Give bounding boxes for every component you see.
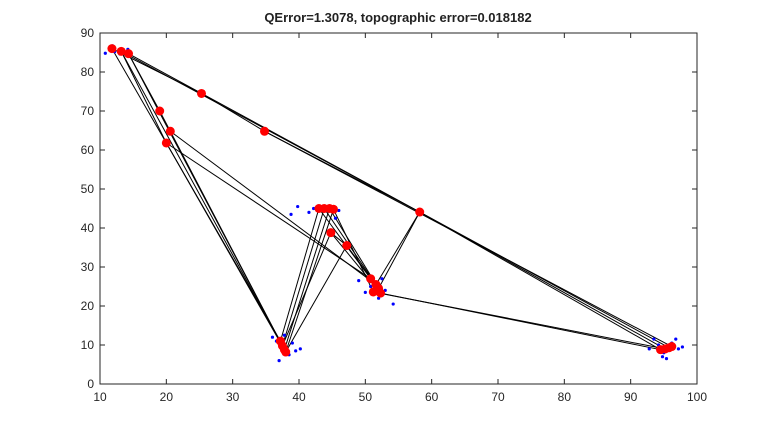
- y-axis: 0 10 20 30 40 50 60 70 80 90: [81, 26, 697, 391]
- x-tick-label: 20: [160, 390, 174, 404]
- data-point: [333, 216, 338, 220]
- data-point: [380, 277, 384, 281]
- neuron-edge: [120, 51, 283, 347]
- data-point: [664, 357, 669, 361]
- x-tick-label: 30: [226, 390, 240, 404]
- neuron-point: [161, 138, 171, 148]
- data-point: [674, 337, 678, 341]
- x-tick-label: 70: [491, 390, 505, 404]
- x-tick-label: 60: [425, 390, 439, 404]
- x-axis: 10 20 30 40 50 60 70 80 90 100: [93, 33, 707, 404]
- x-tick-label: 10: [93, 390, 107, 404]
- neuron-point: [667, 342, 677, 352]
- neuron-edge: [285, 245, 348, 353]
- neuron-edge: [169, 131, 285, 350]
- neuron-point: [196, 88, 206, 98]
- x-tick-label: 90: [624, 390, 638, 404]
- y-tick-label: 60: [81, 143, 95, 157]
- data-point: [277, 359, 281, 363]
- neuron-point: [368, 287, 378, 297]
- neuron-edge: [283, 208, 330, 350]
- data-point: [369, 284, 373, 289]
- neuron-edge: [166, 142, 371, 280]
- neuron-point: [116, 46, 126, 56]
- neuron-edge: [170, 130, 377, 285]
- data-point: [296, 204, 300, 209]
- y-tick-label: 30: [81, 260, 95, 274]
- y-tick-label: 90: [81, 26, 95, 40]
- data-point: [298, 347, 302, 351]
- data-point: [391, 302, 395, 306]
- chart-title: QError=1.3078, topographic error=0.01818…: [264, 10, 531, 25]
- edge-layer: [111, 48, 673, 353]
- neuron-point: [124, 49, 134, 59]
- data-point: [311, 206, 316, 211]
- data-point: [652, 337, 656, 341]
- x-tick-label: 40: [292, 390, 306, 404]
- neuron-edge: [165, 142, 287, 353]
- neuron-layer: [107, 44, 677, 357]
- neuron-edge: [373, 291, 666, 350]
- neuron-edge: [378, 211, 421, 289]
- neuron-point: [415, 207, 425, 217]
- data-point: [680, 345, 685, 349]
- neuron-edge: [120, 51, 167, 144]
- data-point: [357, 279, 361, 283]
- neuron-point: [342, 241, 352, 251]
- x-tick-label: 80: [558, 390, 572, 404]
- data-point: [282, 333, 287, 337]
- y-tick-label: 20: [81, 299, 95, 313]
- y-tick-label: 10: [81, 338, 95, 352]
- y-tick-label: 80: [81, 65, 95, 79]
- axes-box: [99, 32, 698, 385]
- x-tick-label: 50: [359, 390, 373, 404]
- neuron-edge: [285, 209, 334, 353]
- neuron-point: [376, 288, 386, 298]
- neuron-point: [155, 106, 165, 116]
- neuron-edge: [128, 53, 420, 213]
- data-point: [103, 51, 107, 55]
- neuron-point: [107, 44, 117, 54]
- neuron-edge: [375, 211, 421, 285]
- y-tick-label: 40: [81, 221, 95, 235]
- data-point: [289, 212, 293, 216]
- y-tick-label: 0: [87, 377, 94, 391]
- neuron-point: [281, 347, 291, 357]
- neuron-point: [165, 126, 175, 136]
- data-point: [363, 290, 367, 294]
- neuron-edge: [264, 130, 673, 348]
- neuron-edge: [281, 208, 325, 346]
- data-point: [270, 335, 275, 339]
- y-tick-label: 50: [81, 182, 95, 196]
- neuron-edge: [281, 232, 332, 346]
- neuron-edge: [279, 208, 320, 342]
- data-point: [660, 355, 665, 359]
- y-tick-label: 70: [81, 104, 95, 118]
- neuron-point: [366, 274, 376, 284]
- data-point: [647, 347, 651, 351]
- x-tick-label: 100: [687, 390, 707, 404]
- neuron-point: [328, 204, 338, 214]
- neuron-edge: [419, 211, 670, 349]
- data-point: [294, 349, 298, 353]
- neuron-edge: [128, 53, 161, 112]
- data-point: [676, 347, 681, 351]
- data-point: [290, 341, 294, 345]
- neuron-point: [326, 228, 336, 238]
- data-point: [307, 210, 311, 214]
- neuron-point: [260, 126, 270, 136]
- data-point: [337, 208, 341, 213]
- plot-area: [99, 32, 698, 385]
